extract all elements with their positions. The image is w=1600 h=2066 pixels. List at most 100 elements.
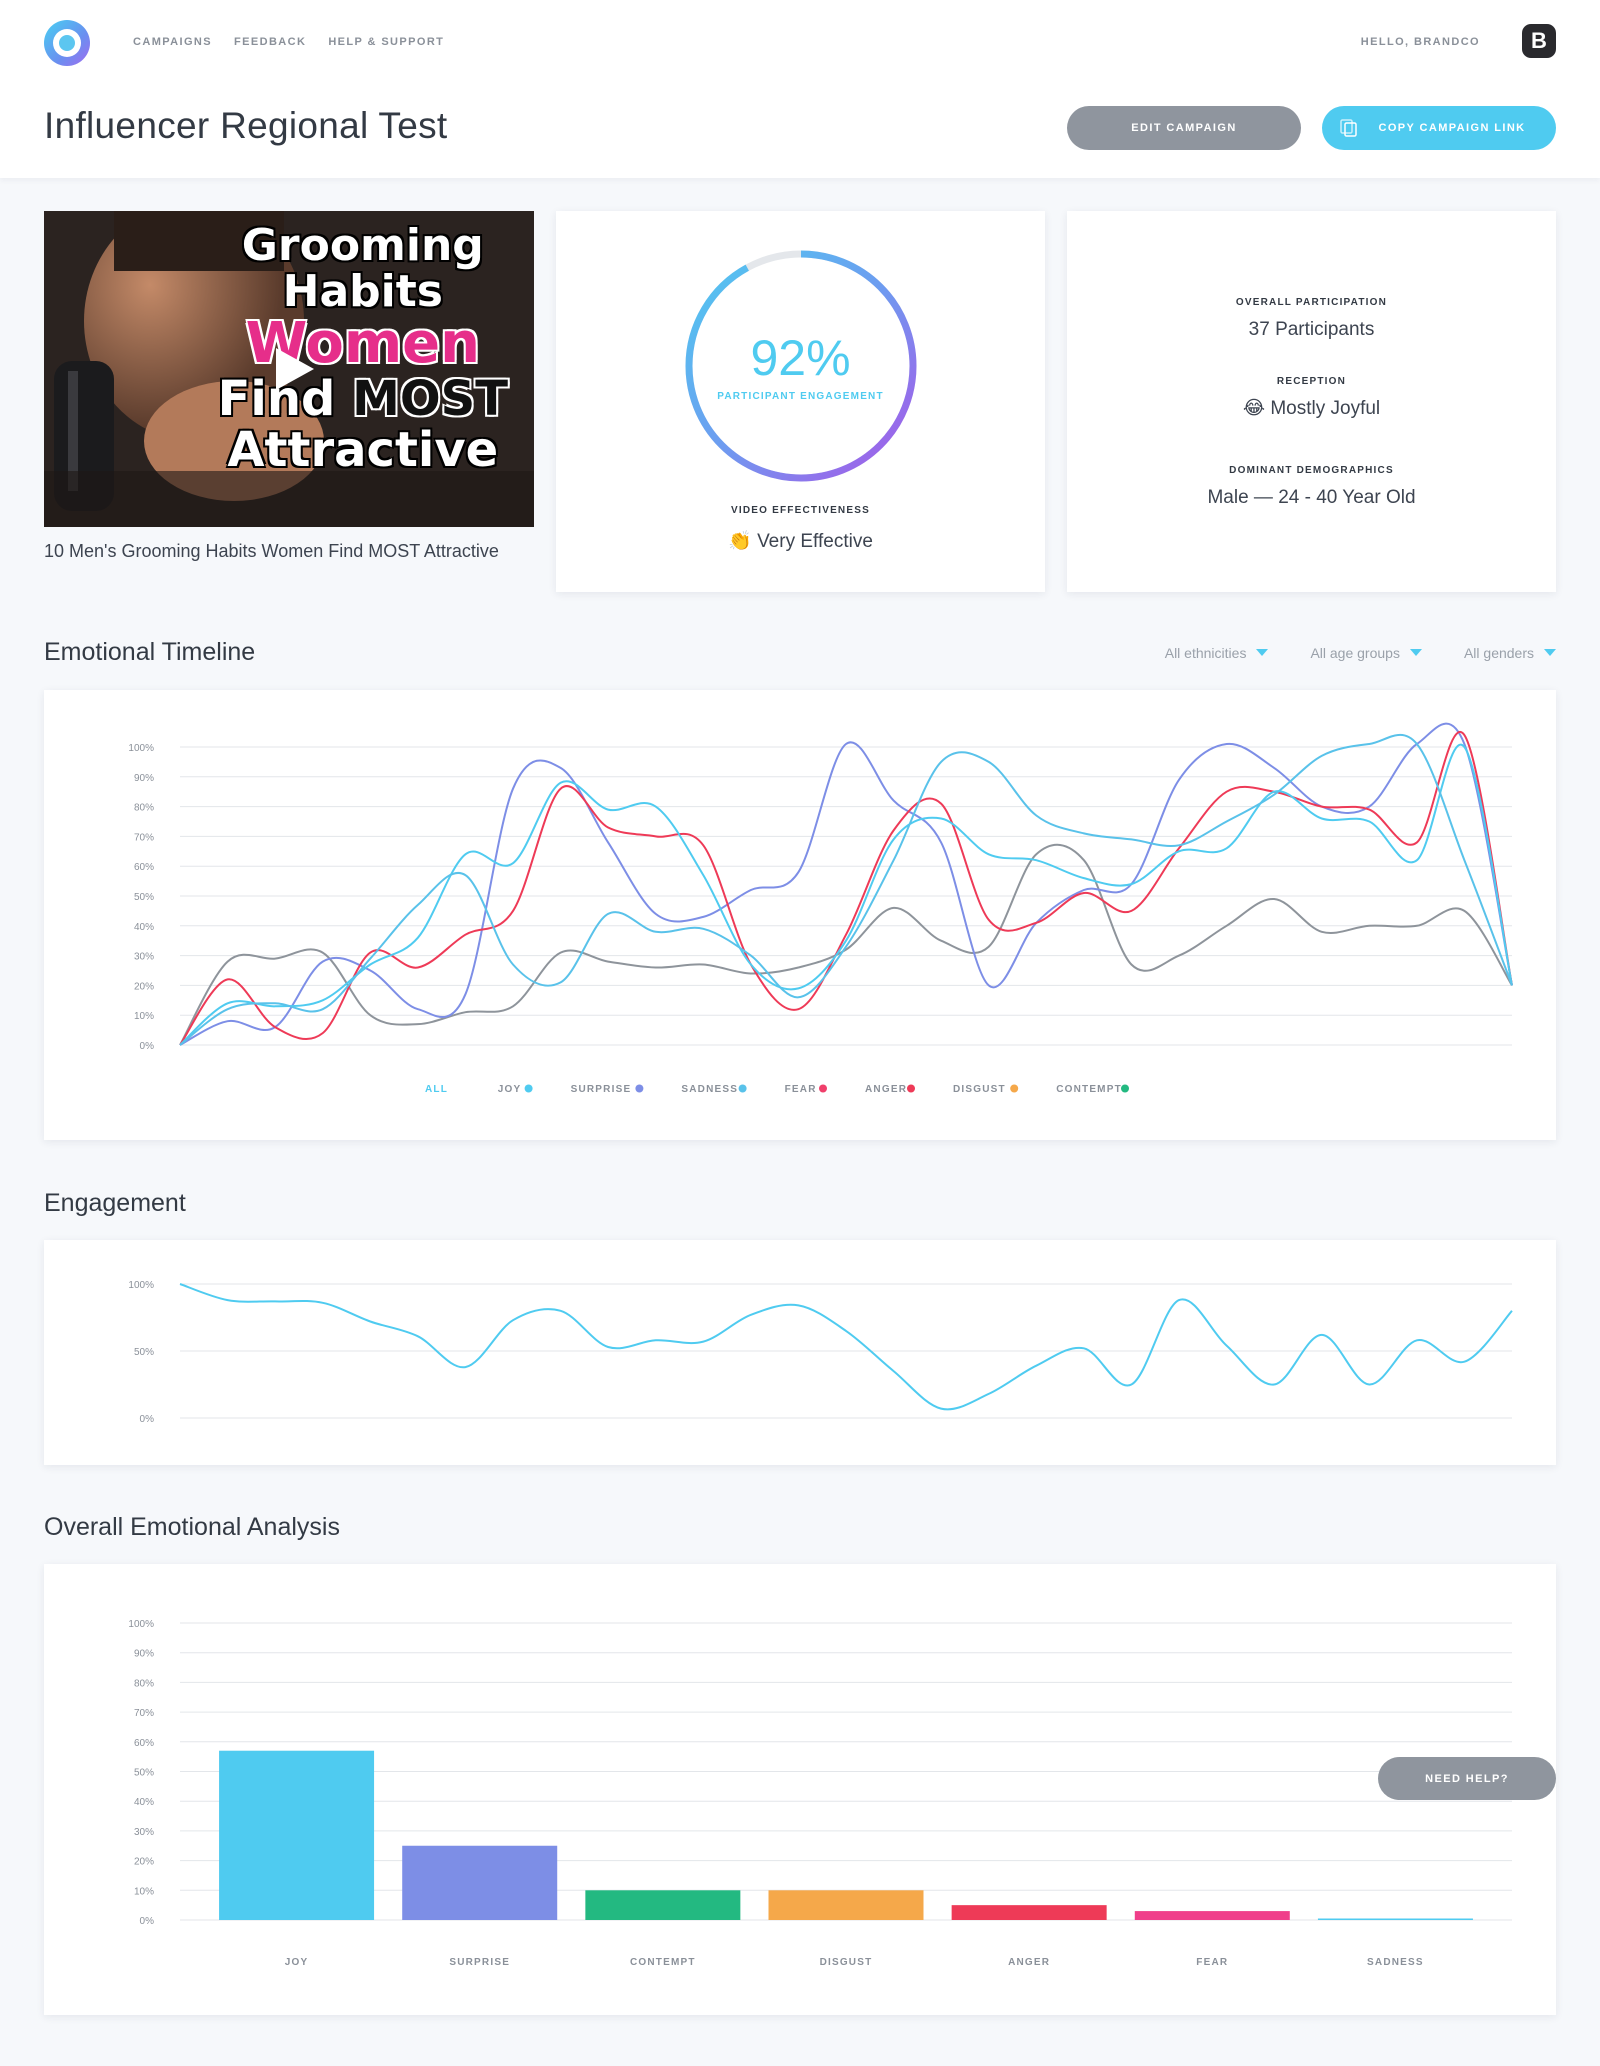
x-tick-label: FEAR (1196, 1957, 1228, 1968)
legend-dot-icon (738, 1084, 747, 1093)
series-line (179, 733, 1513, 1046)
engagement-ring (685, 250, 917, 482)
clapping-hands-icon: 👏 (728, 531, 752, 552)
y-tick-label: 90% (134, 1649, 154, 1660)
engagement-section-title: Engagement (44, 1189, 186, 1217)
edit-campaign-button[interactable]: EDIT CAMPAIGN (1067, 106, 1301, 150)
legend-item[interactable]: SURPRISE (571, 1084, 644, 1095)
stats-card: OVERALL PARTICIPATION 37 Participants RE… (1067, 211, 1556, 592)
legend-dot-icon (819, 1084, 827, 1093)
y-tick-label: 10% (134, 1886, 154, 1897)
nav-campaigns[interactable]: CAMPAIGNS (133, 36, 213, 48)
legend-label: JOY (498, 1084, 522, 1095)
app-header: CAMPAIGNS FEEDBACK HELP & SUPPORT HELLO,… (0, 0, 1600, 178)
y-tick-label: 70% (134, 1708, 154, 1719)
copy-icon (1340, 119, 1357, 137)
filter-label: All ethnicities (1164, 645, 1247, 661)
bar-disgust[interactable] (768, 1890, 924, 1920)
emotional-timeline-card: 0% 10% 20% 30% 40% 50% 60% 70% 80% 90% 100% ALL JOY S… (44, 690, 1556, 1140)
legend-dot-icon (524, 1084, 533, 1093)
need-help-button[interactable]: NEED HELP? (1378, 1757, 1556, 1800)
bar-contempt[interactable] (585, 1890, 741, 1920)
x-tick-label: DISGUST (820, 1957, 873, 1968)
legend-label: SADNESS (681, 1084, 738, 1095)
engagement-ring-progress (685, 250, 917, 482)
legend-label: ALL (425, 1084, 448, 1095)
y-tick-label: 60% (134, 1738, 154, 1749)
overall-analysis-card: 0% 10% 20% 30% 40% 50% 60% 70% 80% 90% 100% JOY SURP… (44, 1564, 1556, 2015)
emotional-timeline-chart: 0% 10% 20% 30% 40% 50% 60% 70% 80% 90% 100% ALL JOY S… (128, 722, 1513, 1095)
thumb-word: Grooming (241, 220, 484, 271)
legend-label: DISGUST (953, 1084, 1006, 1095)
thumb-word: MOST (352, 371, 508, 428)
legend-item[interactable]: JOY (498, 1084, 533, 1095)
x-tick-label: SADNESS (1367, 1957, 1424, 1968)
bar-fear[interactable] (1134, 1911, 1290, 1920)
y-tick-label: 20% (134, 1857, 154, 1868)
series-line (179, 1283, 1513, 1411)
bar-sadness[interactable] (1317, 1918, 1473, 1921)
user-avatar[interactable]: B (1522, 24, 1556, 58)
filter-label: All genders (1463, 645, 1534, 661)
nav-feedback[interactable]: FEEDBACK (234, 36, 307, 48)
effectiveness-value-row: 👏 Very Effective (556, 529, 1045, 553)
nav-help-support[interactable]: HELP & SUPPORT (328, 36, 445, 48)
demographics-value: Male — 24 - 40 Year Old (1207, 487, 1416, 508)
y-tick-label: 30% (134, 952, 154, 963)
x-tick-label: JOY (285, 1957, 309, 1968)
y-tick-label: 0% (140, 1916, 155, 1927)
caret-down-icon (1544, 649, 1556, 656)
reception-label: RECEPTION (1276, 376, 1347, 387)
demographics-label: DOMINANT DEMOGRAPHICS (1229, 465, 1394, 476)
caret-down-icon (1256, 649, 1269, 656)
engagement-chart: 0% 50% 100% (128, 1280, 1513, 1425)
overall-analysis-chart: 0% 10% 20% 30% 40% 50% 60% 70% 80% 90% 100% JOY SURP… (128, 1619, 1512, 1968)
legend-label: ANGER (865, 1084, 907, 1095)
y-tick-label: 10% (134, 1011, 154, 1022)
participation-label: OVERALL PARTICIPATION (1235, 297, 1388, 308)
filter-ethnicity-dropdown[interactable]: All ethnicities (1165, 645, 1269, 661)
copy-campaign-link-button[interactable]: COPY CAMPAIGN LINK (1322, 106, 1556, 150)
video-thumbnail-art (44, 211, 534, 527)
caret-down-icon (1409, 649, 1422, 656)
play-icon[interactable] (270, 346, 316, 392)
engagement-sub-label: PARTICIPANT ENGAGEMENT (717, 391, 884, 402)
effectiveness-value: Very Effective (757, 531, 873, 552)
legend-item[interactable]: SADNESS (681, 1084, 747, 1095)
page-title: Influencer Regional Test (44, 105, 448, 146)
filter-age-dropdown[interactable]: All age groups (1310, 645, 1422, 661)
filter-label: All age groups (1310, 645, 1400, 661)
y-tick-label: 40% (134, 922, 154, 933)
effectiveness-label: VIDEO EFFECTIVENESS (731, 505, 870, 516)
legend-item[interactable]: ANGER (865, 1084, 915, 1095)
legend-dot-icon (907, 1084, 915, 1093)
legend-dot-icon (1121, 1084, 1129, 1093)
reception-value: Mostly Joyful (1270, 398, 1381, 419)
thumb-word: Attractive (227, 421, 499, 478)
participation-value: 37 Participants (1248, 319, 1375, 340)
y-tick-label: 80% (134, 1678, 154, 1689)
overall-analysis-title: Overall Emotional Analysis (44, 1513, 340, 1541)
legend-label: FEAR (785, 1084, 817, 1095)
x-tick-label: CONTEMPT (630, 1957, 696, 1968)
series-line (179, 731, 1513, 1046)
legend-item[interactable]: FEAR (785, 1084, 827, 1095)
filter-gender-dropdown[interactable]: All genders (1464, 645, 1556, 661)
legend-item[interactable]: CONTEMPT (1056, 1084, 1129, 1095)
bar-anger[interactable] (951, 1905, 1107, 1920)
y-tick-label: 0% (140, 1041, 155, 1052)
legend-item[interactable]: ALL (425, 1084, 448, 1095)
video-caption: 10 Men's Grooming Habits Women Find MOST… (44, 541, 499, 561)
legend-label: SURPRISE (571, 1084, 632, 1095)
video-thumbnail[interactable]: Grooming Habits Women Find MOST Attracti… (44, 211, 534, 527)
legend-item[interactable]: DISGUST (953, 1084, 1019, 1095)
y-tick-label: 70% (134, 832, 154, 843)
bar-joy[interactable] (219, 1750, 375, 1920)
legend-dot-icon (635, 1084, 644, 1093)
timeline-filters: All ethnicities All age groups All gende… (1165, 645, 1556, 661)
bar-surprise[interactable] (402, 1845, 558, 1920)
y-tick-label: 0% (140, 1414, 155, 1425)
brand-logo[interactable] (44, 20, 90, 66)
y-tick-label: 90% (134, 773, 154, 784)
copy-campaign-link-label: COPY CAMPAIGN LINK (1378, 122, 1526, 134)
